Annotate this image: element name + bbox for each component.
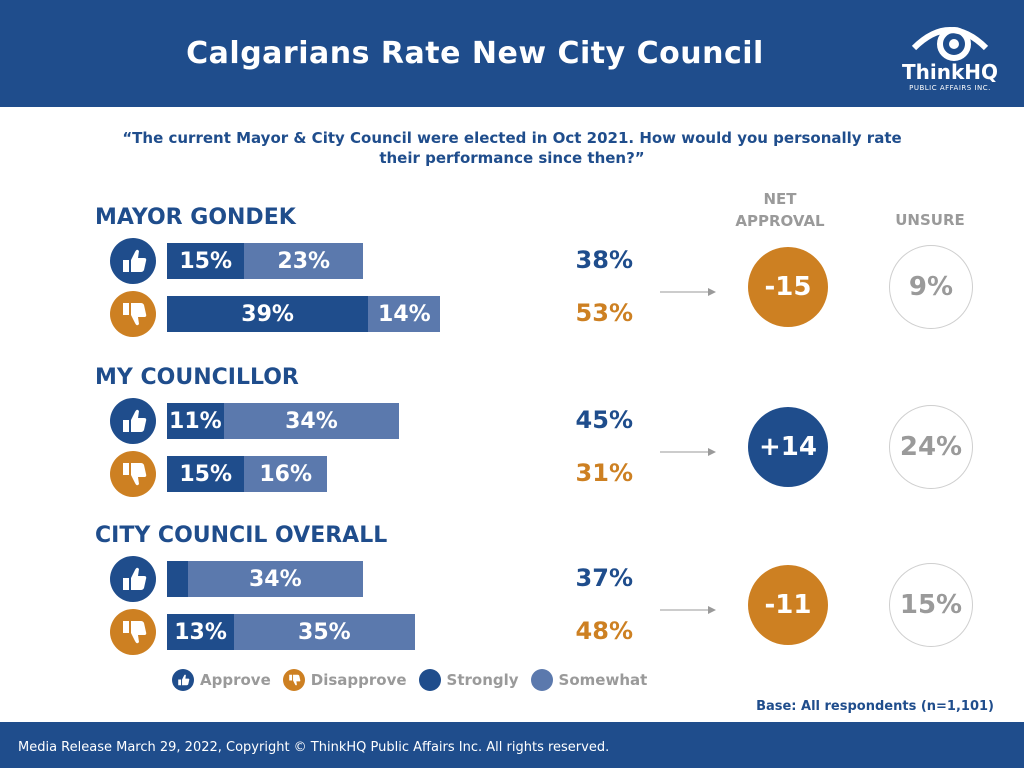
- unsure-circle: 9%: [889, 245, 973, 329]
- thumbs-down-icon: [110, 609, 156, 655]
- net-approval-circle: +14: [748, 407, 828, 487]
- footer-bar: Media Release March 29, 2022, Copyright …: [0, 722, 1024, 768]
- disapprove-strongly-segment: 13%: [167, 614, 235, 650]
- chart-legend: Approve Disapprove Strongly Somewhat: [172, 668, 659, 692]
- legend-somewhat-label: Somewhat: [558, 671, 648, 689]
- disapprove-total-label: 53%: [575, 299, 633, 327]
- disapprove-total-label: 48%: [575, 617, 633, 645]
- approve-somewhat-segment: 34%: [187, 561, 364, 597]
- net-approval-circle: -11: [748, 565, 828, 645]
- net-approval-header: NET APPROVAL: [730, 188, 830, 232]
- survey-question: “The current Mayor & City Council were e…: [122, 129, 902, 167]
- legend-strongly: Strongly: [418, 669, 519, 691]
- eye-logo-icon: [911, 27, 989, 61]
- disapprove-somewhat-segment: 35%: [234, 614, 415, 650]
- arrow-icon: [660, 282, 718, 301]
- thumbs-up-icon: [110, 398, 156, 444]
- thumbs-up-icon: [172, 669, 194, 691]
- approve-somewhat-segment: 34%: [223, 403, 400, 439]
- unsure-circle: 24%: [889, 405, 973, 489]
- section-title: MY COUNCILLOR: [95, 365, 299, 390]
- thumbs-up-icon: [110, 238, 156, 284]
- approve-bar: 15% 23%: [167, 243, 364, 279]
- arrow-icon: [660, 442, 718, 461]
- unsure-circle: 15%: [889, 563, 973, 647]
- section-title: CITY COUNCIL OVERALL: [95, 523, 388, 548]
- logo-name: ThinkHQ: [901, 60, 998, 84]
- arrow-icon: [660, 600, 718, 619]
- legend-disapprove-label: Disapprove: [310, 671, 407, 689]
- legend-approve-label: Approve: [200, 671, 271, 689]
- base-note: Base: All respondents (n=1,101): [756, 699, 994, 714]
- approve-total-label: 45%: [575, 406, 633, 434]
- strongly-swatch: [418, 669, 441, 691]
- thumbs-down-icon: [110, 451, 156, 497]
- somewhat-swatch: [530, 669, 553, 691]
- disapprove-somewhat-segment: 16%: [244, 456, 327, 492]
- approve-somewhat-segment: 23%: [244, 243, 364, 279]
- approve-bar: 34%: [167, 561, 364, 597]
- disapprove-total-label: 31%: [575, 459, 633, 487]
- thumbs-down-icon: [110, 291, 156, 337]
- logo-subtitle: PUBLIC AFFAIRS INC.: [909, 84, 991, 92]
- disapprove-strongly-segment: 15%: [167, 456, 245, 492]
- legend-approve: Approve: [172, 669, 271, 691]
- approve-total-label: 38%: [575, 246, 633, 274]
- legend-somewhat: Somewhat: [530, 669, 648, 691]
- approve-strongly-segment: [167, 561, 188, 597]
- page-title: Calgarians Rate New City Council: [186, 36, 764, 71]
- approve-strongly-segment: 11%: [167, 403, 224, 439]
- disapprove-bar: 13% 35%: [167, 614, 415, 650]
- thumbs-down-icon: [282, 669, 305, 691]
- approve-total-label: 37%: [575, 564, 633, 592]
- disapprove-bar: 39% 14%: [167, 296, 441, 332]
- net-header-line1: NET: [763, 190, 797, 208]
- approve-bar: 11% 34%: [167, 403, 400, 439]
- thinkhq-logo: ThinkHQ PUBLIC AFFAIRS INC.: [900, 18, 1000, 98]
- disapprove-somewhat-segment: 14%: [368, 296, 441, 332]
- header-banner: Calgarians Rate New City Council ThinkHQ…: [0, 0, 1024, 107]
- net-approval-circle: -15: [748, 247, 828, 327]
- legend-strongly-label: Strongly: [446, 671, 519, 689]
- disapprove-bar: 15% 16%: [167, 456, 327, 492]
- thumbs-up-icon: [110, 556, 156, 602]
- section-title: MAYOR GONDEK: [95, 205, 296, 230]
- legend-disapprove: Disapprove: [282, 669, 407, 691]
- net-header-line2: APPROVAL: [735, 212, 825, 230]
- disapprove-strongly-segment: 39%: [167, 296, 369, 332]
- unsure-header: UNSURE: [895, 211, 965, 229]
- footer-text: Media Release March 29, 2022, Copyright …: [18, 740, 610, 755]
- approve-strongly-segment: 15%: [167, 243, 245, 279]
